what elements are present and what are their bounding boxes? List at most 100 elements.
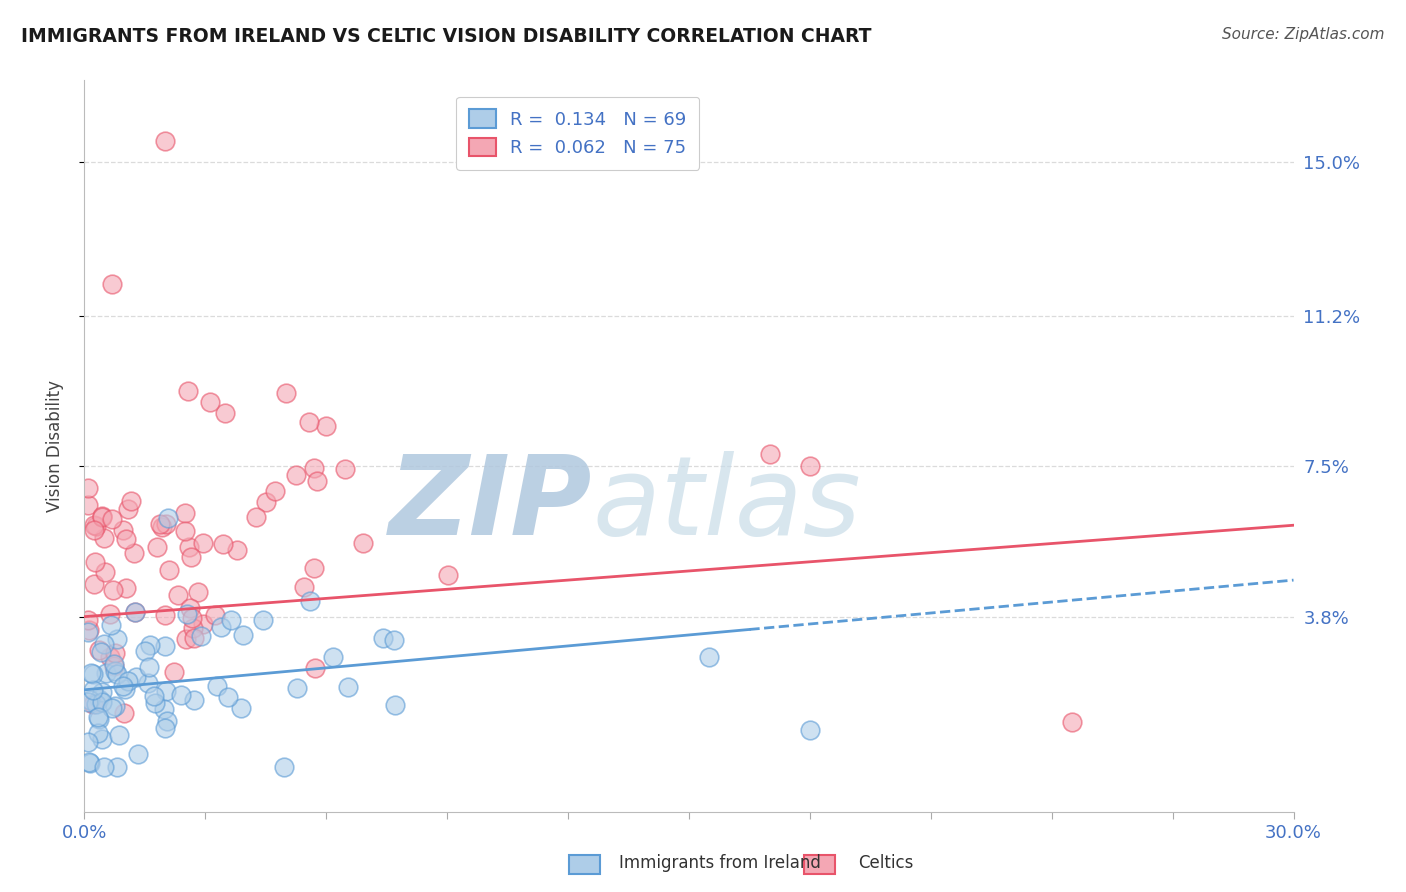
Point bbox=[437, 568, 460, 582]
Point bbox=[337, 680, 360, 694]
Point bbox=[153, 134, 176, 148]
Point bbox=[112, 524, 135, 538]
Point bbox=[86, 726, 108, 740]
Point bbox=[89, 643, 111, 657]
Point bbox=[254, 495, 277, 509]
Point bbox=[90, 645, 112, 659]
Point bbox=[183, 693, 205, 707]
Point bbox=[124, 605, 146, 619]
Point bbox=[79, 692, 101, 706]
Point bbox=[104, 664, 127, 678]
Point bbox=[93, 637, 115, 651]
Point bbox=[94, 666, 117, 681]
Point bbox=[167, 588, 190, 602]
Point bbox=[315, 418, 337, 433]
Point bbox=[138, 676, 160, 690]
Point bbox=[333, 462, 356, 476]
Point bbox=[150, 520, 173, 534]
Point bbox=[115, 532, 138, 546]
Point bbox=[1060, 715, 1083, 730]
Point bbox=[117, 502, 139, 516]
Point bbox=[155, 639, 177, 653]
Point bbox=[103, 659, 125, 673]
Point bbox=[139, 638, 162, 652]
Point bbox=[180, 549, 202, 564]
Point bbox=[104, 646, 127, 660]
Point bbox=[91, 695, 114, 709]
Point bbox=[274, 386, 297, 401]
Point bbox=[173, 524, 195, 538]
Point bbox=[304, 661, 326, 675]
Point bbox=[100, 618, 122, 632]
Point bbox=[134, 644, 156, 658]
Point bbox=[101, 701, 124, 715]
FancyBboxPatch shape bbox=[569, 855, 600, 874]
Point bbox=[84, 697, 107, 711]
Point bbox=[143, 696, 166, 710]
Point bbox=[124, 605, 146, 619]
Point bbox=[82, 666, 104, 681]
Text: Celtics: Celtics bbox=[858, 854, 912, 871]
Point bbox=[120, 494, 142, 508]
Legend: R =  0.134   N = 69, R =  0.062   N = 75: R = 0.134 N = 69, R = 0.062 N = 75 bbox=[456, 96, 699, 169]
Point bbox=[284, 467, 307, 482]
Point bbox=[302, 561, 325, 575]
Point bbox=[91, 509, 114, 524]
Point bbox=[103, 657, 125, 671]
Point bbox=[115, 581, 138, 595]
Point bbox=[105, 667, 128, 681]
Point bbox=[77, 498, 100, 512]
Point bbox=[181, 610, 204, 624]
Point bbox=[101, 277, 124, 291]
Point bbox=[373, 632, 395, 646]
Point bbox=[77, 756, 100, 770]
Point bbox=[127, 747, 149, 761]
Point bbox=[77, 613, 100, 627]
Point bbox=[174, 632, 197, 646]
FancyBboxPatch shape bbox=[804, 855, 835, 874]
Point bbox=[153, 608, 176, 623]
Point bbox=[86, 519, 108, 533]
Point bbox=[232, 628, 254, 642]
Point bbox=[153, 701, 176, 715]
Point bbox=[179, 601, 201, 615]
Point bbox=[105, 632, 128, 647]
Point bbox=[183, 632, 205, 646]
Point bbox=[89, 712, 111, 726]
Text: Source: ZipAtlas.com: Source: ZipAtlas.com bbox=[1222, 27, 1385, 42]
Point bbox=[98, 607, 121, 621]
Point bbox=[157, 510, 180, 524]
Point bbox=[83, 523, 105, 537]
Point bbox=[93, 760, 115, 774]
Point bbox=[77, 695, 100, 709]
Point bbox=[77, 735, 100, 749]
Point bbox=[163, 665, 186, 679]
Point bbox=[149, 517, 172, 532]
Point bbox=[77, 624, 100, 639]
Point bbox=[77, 623, 100, 637]
Point bbox=[138, 660, 160, 674]
Point bbox=[155, 684, 177, 698]
Point bbox=[83, 576, 105, 591]
Point bbox=[322, 649, 344, 664]
Point bbox=[229, 700, 252, 714]
Text: Immigrants from Ireland: Immigrants from Ireland bbox=[619, 854, 821, 871]
Point bbox=[190, 629, 212, 643]
Point bbox=[191, 536, 214, 550]
Point bbox=[155, 517, 177, 532]
Point bbox=[112, 706, 135, 720]
Point bbox=[122, 546, 145, 560]
Point bbox=[125, 670, 148, 684]
Point bbox=[299, 594, 322, 608]
Point bbox=[87, 709, 110, 723]
Point bbox=[285, 681, 308, 696]
Point bbox=[80, 665, 103, 680]
Point bbox=[187, 585, 209, 599]
Point bbox=[302, 460, 325, 475]
Point bbox=[198, 394, 221, 409]
Point bbox=[298, 415, 321, 429]
Point bbox=[101, 583, 124, 598]
Point bbox=[156, 714, 179, 728]
Point bbox=[91, 685, 114, 699]
Point bbox=[219, 613, 242, 627]
